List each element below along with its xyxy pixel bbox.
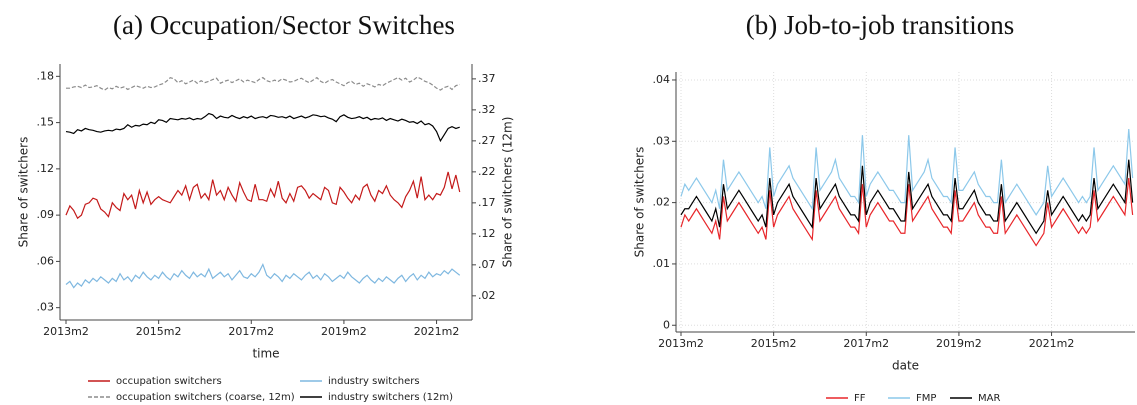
y-tick-label: .12 [37, 162, 55, 175]
x-tick-label: 2015m2 [136, 325, 182, 338]
legend-label: occupation switchers (coarse, 12m) [116, 392, 295, 403]
y-tick-label: .06 [37, 254, 55, 267]
y-tick-label: .09 [37, 208, 55, 221]
y-axis-title: Share of switchers [17, 137, 31, 248]
y2-tick-label: .17 [478, 196, 496, 209]
y2-tick-label: .27 [478, 134, 496, 147]
series-line [65, 112, 460, 143]
legend-label: industry switchers [328, 376, 420, 387]
plot-area [60, 64, 472, 320]
legend-label: FF [854, 393, 866, 404]
x-tick-label: 2019m2 [321, 325, 367, 338]
x-tick-label: 2013m2 [43, 325, 89, 338]
x-tick-label: 2019m2 [936, 337, 982, 350]
x-tick-label: 2017m2 [843, 337, 889, 350]
y2-tick-label: .12 [478, 227, 496, 240]
chart-title: (b) Job-to-job transitions [746, 10, 1014, 40]
y-tick-label: .03 [653, 134, 671, 147]
x-tick-label: 2017m2 [228, 325, 274, 338]
x-axis-title: time [252, 347, 279, 361]
y-tick-label: .01 [653, 257, 671, 270]
series-line [680, 159, 1134, 235]
y-tick-label: .03 [37, 301, 55, 314]
y2-tick-label: .37 [478, 72, 496, 85]
series-line [65, 171, 461, 220]
x-axis-title: date [892, 359, 919, 373]
y2-tick-label: .07 [478, 258, 496, 271]
legend-label: MAR [978, 393, 1000, 404]
y2-axis-title: Share of switchers (12m) [501, 117, 515, 268]
y2-tick-label: .02 [478, 289, 496, 302]
x-tick-label: 2021m2 [414, 325, 460, 338]
series-line [65, 262, 461, 289]
legend-label: industry switchers (12m) [328, 392, 453, 403]
y-tick-label: .18 [37, 69, 55, 82]
y2-tick-label: .32 [478, 103, 496, 116]
legend-label: occupation switchers [116, 376, 222, 387]
y-axis-title: Share of switchers [633, 147, 647, 258]
series-line [66, 76, 460, 91]
series-line [680, 128, 1134, 217]
y-tick-label: 0 [663, 318, 670, 331]
series-line [680, 178, 1134, 247]
x-tick-label: 2021m2 [1029, 337, 1075, 350]
y-tick-label: .15 [37, 116, 55, 129]
chart-title: (a) Occupation/Sector Switches [113, 10, 455, 40]
y2-tick-label: .22 [478, 165, 496, 178]
y-tick-label: .02 [653, 196, 671, 209]
x-tick-label: 2013m2 [658, 337, 704, 350]
y-tick-label: .04 [653, 73, 671, 86]
x-tick-label: 2015m2 [751, 337, 797, 350]
legend-label: FMP [916, 393, 936, 404]
